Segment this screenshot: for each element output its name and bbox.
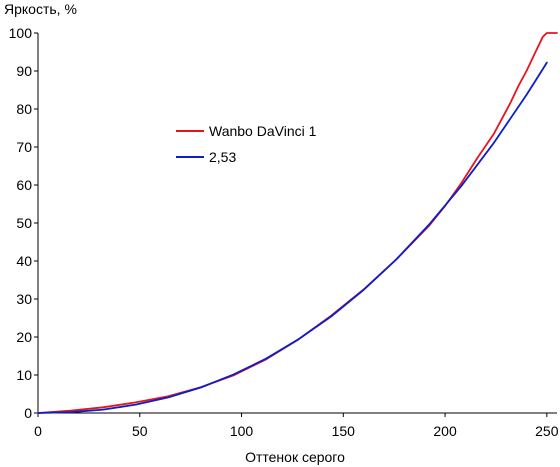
- x-axis: 0 50 100 150 200 250: [34, 412, 559, 439]
- y-tick-label: 100: [9, 25, 33, 41]
- plot-area: [37, 32, 558, 414]
- x-tick-label: 250: [535, 423, 559, 439]
- y-axis: 0 10 20 30 40 50 60 70 80 90 100: [9, 25, 39, 421]
- x-tick-label: 50: [132, 423, 148, 439]
- y-tick-label: 30: [16, 291, 32, 307]
- legend-label: 2,53: [209, 149, 236, 165]
- y-tick-label: 80: [16, 101, 32, 117]
- y-tick-label: 70: [16, 139, 32, 155]
- series-line-2: [37, 61, 548, 414]
- x-tick-label: 0: [34, 423, 42, 439]
- x-tick-label: 100: [230, 423, 254, 439]
- y-axis-title: Яркость, %: [4, 1, 77, 17]
- y-tick-label: 0: [24, 405, 32, 421]
- y-tick-label: 10: [16, 367, 32, 383]
- y-tick-label: 50: [16, 215, 32, 231]
- x-axis-title: Оттенок серого: [245, 449, 345, 465]
- y-tick-label: 20: [16, 329, 32, 345]
- legend: Wanbo DaVinci 1 2,53: [176, 123, 317, 165]
- y-tick-label: 90: [16, 63, 32, 79]
- x-tick-label: 150: [332, 423, 356, 439]
- y-tick-label: 60: [16, 177, 32, 193]
- series-line-1: [37, 32, 558, 414]
- x-tick-label: 200: [433, 423, 457, 439]
- legend-label: Wanbo DaVinci 1: [209, 123, 317, 139]
- y-tick-label: 40: [16, 253, 32, 269]
